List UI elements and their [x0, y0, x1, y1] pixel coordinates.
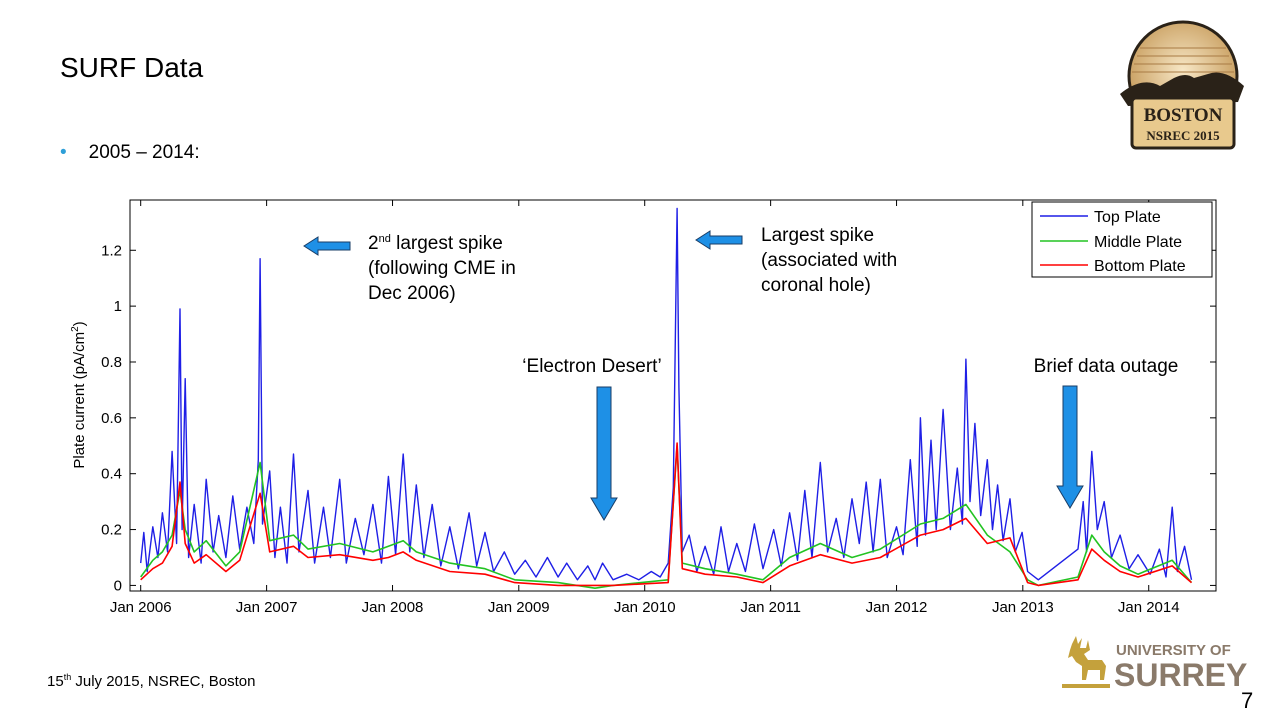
legend-label-bottom: Bottom Plate [1094, 258, 1186, 275]
y-tick-label: 0.4 [101, 466, 122, 483]
x-tick-label: Jan 2012 [866, 599, 928, 616]
bullet-text: 2005 – 2014: [88, 142, 200, 163]
boston-nsrec-logo: BOSTON NSREC 2015 [1120, 20, 1244, 150]
annotation-desert-text: ‘Electron Desert’ [522, 356, 661, 377]
down-arrow-icon [590, 386, 618, 521]
legend-label-middle: Middle Plate [1094, 234, 1182, 251]
nsrec-logo-text: NSREC 2015 [1146, 128, 1220, 143]
axis-layer: Jan 2006 Jan 2007 Jan 2008 Jan 2009 Jan 2010… [101, 200, 1216, 616]
series-bottom-plate [140, 442, 1193, 587]
x-tick-label: Jan 2014 [1118, 599, 1180, 616]
legend-label-top: Top Plate [1094, 209, 1161, 226]
x-tick-label: Jan 2006 [110, 599, 172, 616]
x-tick-label: Jan 2009 [488, 599, 550, 616]
y-tick-label: 1.2 [101, 242, 122, 259]
footer-day: 15 [47, 673, 64, 690]
x-tick-label: Jan 2008 [362, 599, 424, 616]
y-axis-label-text: Plate current (pA/cm [71, 332, 88, 469]
series-top-plate [140, 207, 1193, 581]
page-number: 7 [1241, 688, 1254, 713]
annotation-largest-line2: (associated with [761, 250, 897, 271]
slide-footer: 15th July 2015, NSREC, Boston [47, 672, 255, 690]
footer-suffix: th [63, 672, 72, 682]
left-arrow-icon [695, 230, 743, 250]
bullet-item: • 2005 – 2014: [60, 142, 200, 164]
x-tick-label: Jan 2011 [740, 599, 801, 616]
x-tick-label: Jan 2010 [614, 599, 676, 616]
surrey-logo-line1: UNIVERSITY OF [1116, 642, 1231, 659]
annotation-largest-line1: Largest spike [761, 225, 874, 246]
down-arrow-icon [1056, 385, 1084, 509]
surrey-logo-line2: SURREY [1114, 657, 1247, 693]
annotation-second-line2: (following CME in [368, 258, 516, 279]
slide-title: SURF Data [60, 52, 204, 83]
x-tick-label: Jan 2007 [236, 599, 298, 616]
annotation-outage-text: Brief data outage [1034, 356, 1179, 377]
legend: Top Plate Middle Plate Bottom Plate [1031, 201, 1213, 278]
plot-frame [129, 199, 1217, 592]
y-tick-label: 0.2 [101, 522, 122, 539]
y-tick-label: 0.8 [101, 354, 122, 371]
boston-logo-text: BOSTON [1144, 105, 1223, 126]
series-layer [140, 207, 1193, 590]
annotation-largest-line3: coronal hole) [761, 275, 871, 296]
y-axis-label: Plate current (pA/cm2) [70, 321, 88, 468]
y-tick-label: 1 [114, 298, 122, 315]
annotation-largest: Largest spike (associated with coronal h… [695, 225, 897, 296]
left-arrow-icon [303, 236, 351, 256]
stag-icon [1062, 636, 1110, 688]
university-of-surrey-logo: UNIVERSITY OF SURREY [1062, 636, 1247, 693]
annotation-second-largest: 2nd largest spike (following CME in Dec … [303, 233, 516, 304]
annotation-second-line3: Dec 2006) [368, 283, 456, 304]
footer-text: July 2015, NSREC, Boston [71, 673, 256, 690]
x-tick-label: Jan 2013 [992, 599, 1054, 616]
annotation-electron-desert: ‘Electron Desert’ [522, 356, 662, 521]
annotation-data-outage: Brief data outage [1034, 356, 1179, 509]
annotation-second-line1: 2nd largest spike [368, 233, 503, 254]
bullet-dot: • [60, 142, 67, 163]
y-tick-label: 0 [114, 577, 122, 594]
y-tick-label: 0.6 [101, 410, 122, 427]
